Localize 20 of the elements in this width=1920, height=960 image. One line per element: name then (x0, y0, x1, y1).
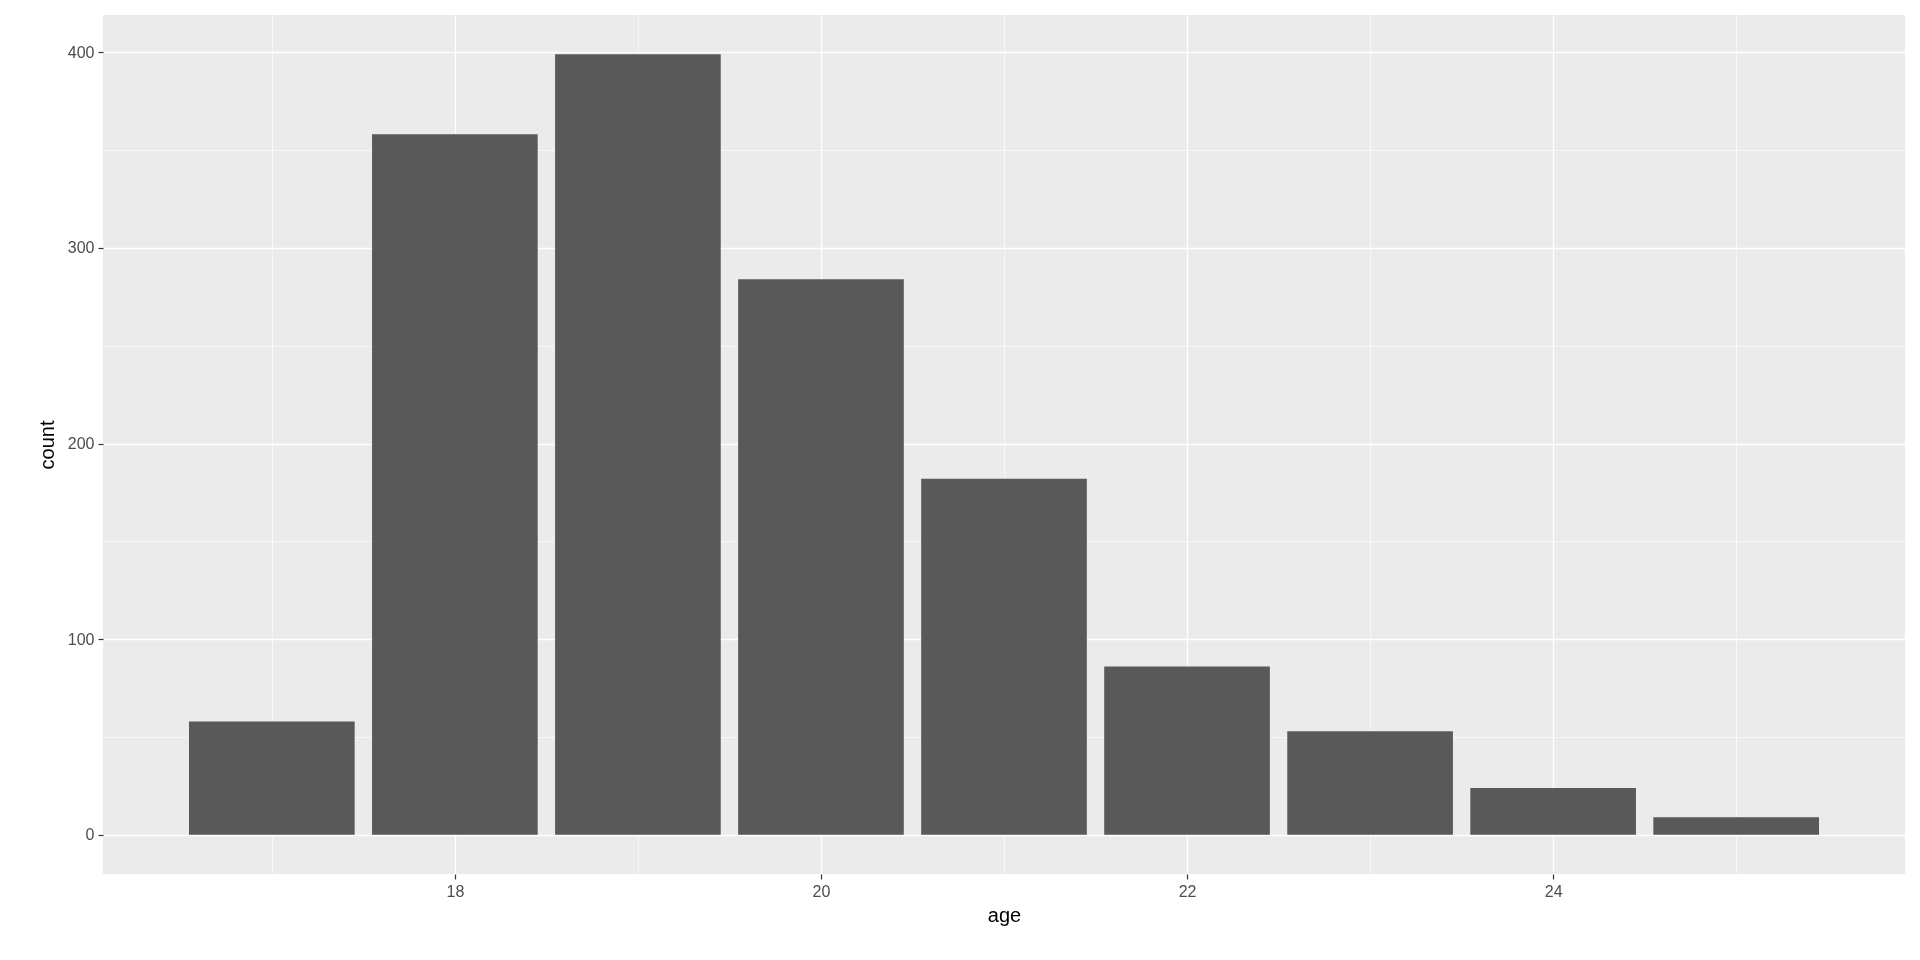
y-tick-label: 0 (85, 826, 95, 844)
bar (1653, 817, 1820, 835)
y-axis-title: count (35, 420, 58, 470)
bar (921, 478, 1087, 835)
y-tick-label: 400 (67, 43, 95, 61)
bar (555, 54, 721, 835)
bar (1104, 666, 1270, 835)
x-tick-label: 20 (812, 882, 831, 900)
x-tick-label: 24 (1544, 882, 1563, 900)
bar (738, 279, 904, 835)
bar (372, 134, 538, 835)
y-tick-label: 200 (67, 435, 95, 453)
x-axis-title: age (987, 903, 1022, 926)
y-tick-label: 300 (67, 239, 95, 257)
bar (1470, 787, 1636, 835)
y-tick-label: 100 (67, 630, 95, 648)
bar (1287, 731, 1453, 835)
bar (188, 721, 355, 835)
x-tick-label: 18 (446, 882, 465, 900)
x-tick-label: 22 (1178, 882, 1197, 900)
